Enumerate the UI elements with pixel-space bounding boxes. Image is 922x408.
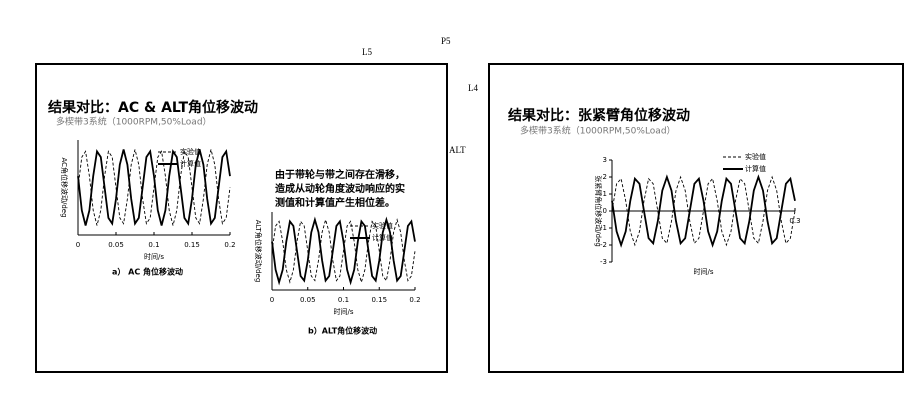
y-tick-label: -1 [600,224,607,232]
legend-label: 实验值 [372,221,393,230]
x-tick-label: 0.15 [371,296,387,304]
slide-frame [35,63,448,373]
label-alt: ALT [449,145,466,155]
x-axis-label: 时间/s [144,252,164,261]
x-tick-label: 0.05 [300,296,316,304]
note-line: 造成从动轮角度波动响应的实 [275,182,405,195]
x-tick-label: 0 [270,296,274,304]
series-line [271,216,416,286]
legend-label: 计算值 [180,159,201,168]
x-tick-label: 0.1 [148,241,159,249]
x-tick-label: 0.1 [338,296,349,304]
caption: b）ALT角位移波动 [308,326,377,336]
label-l4: L4 [468,83,478,93]
label-p5: P5 [441,36,451,46]
legend-label: 计算值 [745,164,766,173]
legend-label: 实验值 [745,152,766,161]
y-tick-label: 1 [603,190,607,198]
slide-title: 结果对比：张紧臂角位移波动 [508,107,690,124]
series-line [271,218,416,284]
label-l5: L5 [362,47,372,57]
x-tick-label: 0.3 [789,217,800,225]
y-axis-label: AC角位移波动/deg [60,157,69,217]
series-line [611,175,796,247]
note-line: 由于带轮与带之间存在滑移， [275,168,405,181]
x-axis-label: 时间/s [333,307,353,316]
y-tick-label: 2 [603,173,607,181]
legend-label: 实验值 [180,147,201,156]
x-tick-label: 0.05 [108,241,124,249]
y-axis-label: ALT角位移波动/deg [254,220,263,283]
slide-frame [488,63,904,373]
y-axis-label: 张紧臂角位移波动/deg [594,175,603,247]
series-line [77,149,231,226]
y-tick-label: -3 [600,258,607,266]
note-line: 测值和计算值产生相位差。 [275,196,395,209]
slide-subtitle: 多楔带3系统（1000RPM,50%Load） [56,116,212,128]
legend-label: 计算值 [372,233,393,242]
y-tick-label: 0 [603,207,607,215]
x-tick-label: 0 [76,241,80,249]
series-line [77,148,231,227]
slide-title: 结果对比：AC & ALT角位移波动 [48,99,258,116]
x-tick-label: 0.15 [184,241,200,249]
x-axis-label: 时间/s [693,267,713,276]
series-line [611,174,796,248]
x-tick-label: 0.2 [409,296,420,304]
caption: a） AC 角位移波动 [112,267,183,277]
slide-subtitle: 多楔带3系统（1000RPM,50%Load） [520,125,676,137]
x-tick-label: 0.2 [224,241,235,249]
y-tick-label: -2 [600,241,607,249]
y-tick-label: 3 [603,156,607,164]
